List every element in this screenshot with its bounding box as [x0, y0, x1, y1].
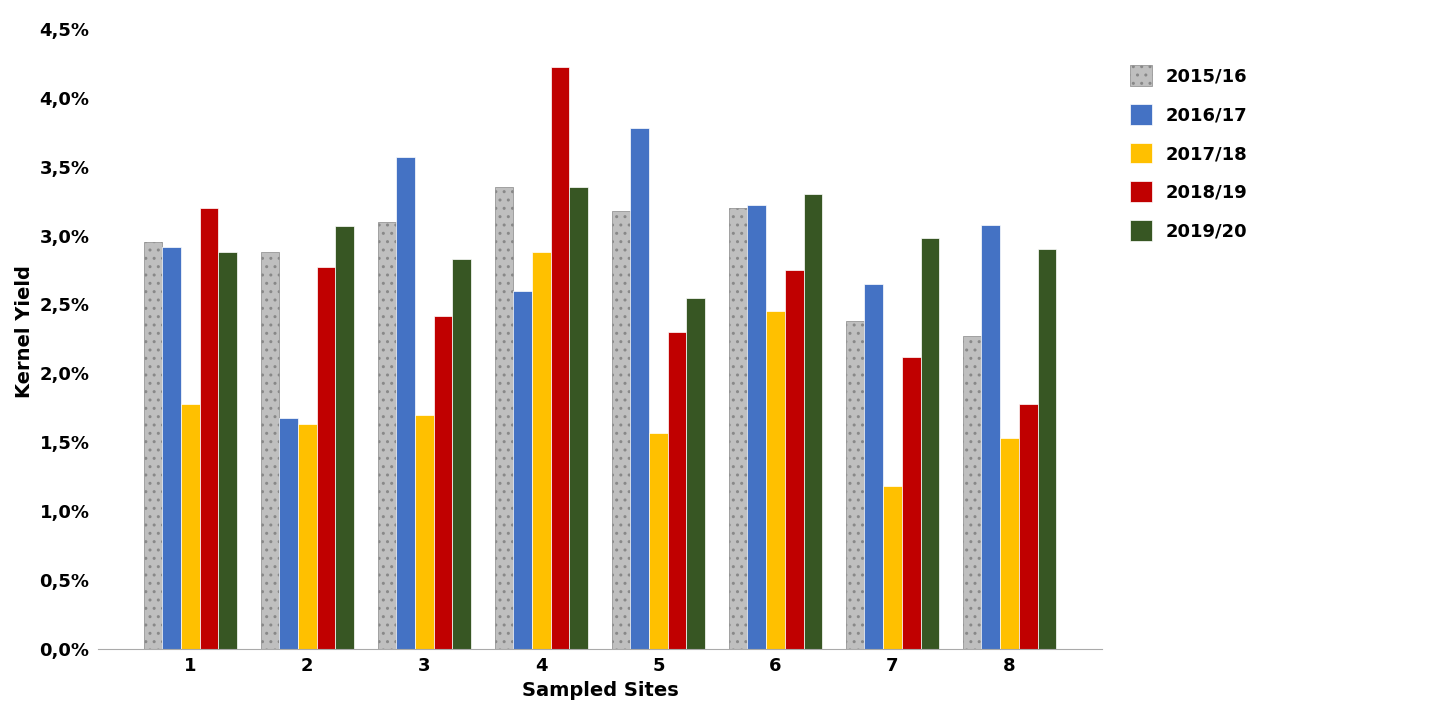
Bar — [864, 284, 883, 649]
Bar — [199, 208, 218, 649]
Bar — [569, 187, 588, 649]
Bar — [981, 225, 1000, 649]
Bar — [163, 247, 180, 649]
Bar — [453, 259, 471, 649]
Bar — [845, 321, 864, 649]
Bar — [415, 415, 434, 649]
Bar — [551, 67, 569, 649]
Bar — [630, 128, 649, 649]
Bar — [533, 252, 551, 649]
Bar — [396, 157, 415, 649]
Legend: 2015/16, 2016/17, 2017/18, 2018/19, 2019/20: 2015/16, 2016/17, 2017/18, 2018/19, 2019… — [1120, 56, 1257, 250]
Bar — [336, 226, 354, 649]
Bar — [767, 311, 784, 649]
Bar — [434, 315, 453, 649]
Bar — [784, 270, 803, 649]
Bar — [1037, 250, 1056, 649]
Bar — [298, 425, 317, 649]
Bar — [1018, 404, 1037, 649]
Bar — [921, 238, 940, 649]
Bar — [687, 297, 706, 649]
Bar — [279, 418, 298, 649]
Bar — [803, 194, 822, 649]
Bar — [883, 486, 902, 649]
Bar — [729, 208, 748, 649]
Bar — [611, 211, 630, 649]
Bar — [180, 404, 199, 649]
Bar — [649, 433, 668, 649]
Bar — [902, 357, 921, 649]
Bar — [317, 267, 336, 649]
Bar — [668, 332, 687, 649]
Bar — [963, 336, 981, 649]
Bar — [514, 291, 533, 649]
Bar — [1000, 438, 1018, 649]
Bar — [748, 205, 767, 649]
Bar — [260, 252, 279, 649]
Bar — [218, 252, 237, 649]
Bar — [144, 242, 163, 649]
Bar — [495, 187, 514, 649]
Y-axis label: Kernel Yield: Kernel Yield — [15, 265, 33, 398]
Bar — [377, 222, 396, 649]
X-axis label: Sampled Sites: Sampled Sites — [521, 681, 678, 700]
